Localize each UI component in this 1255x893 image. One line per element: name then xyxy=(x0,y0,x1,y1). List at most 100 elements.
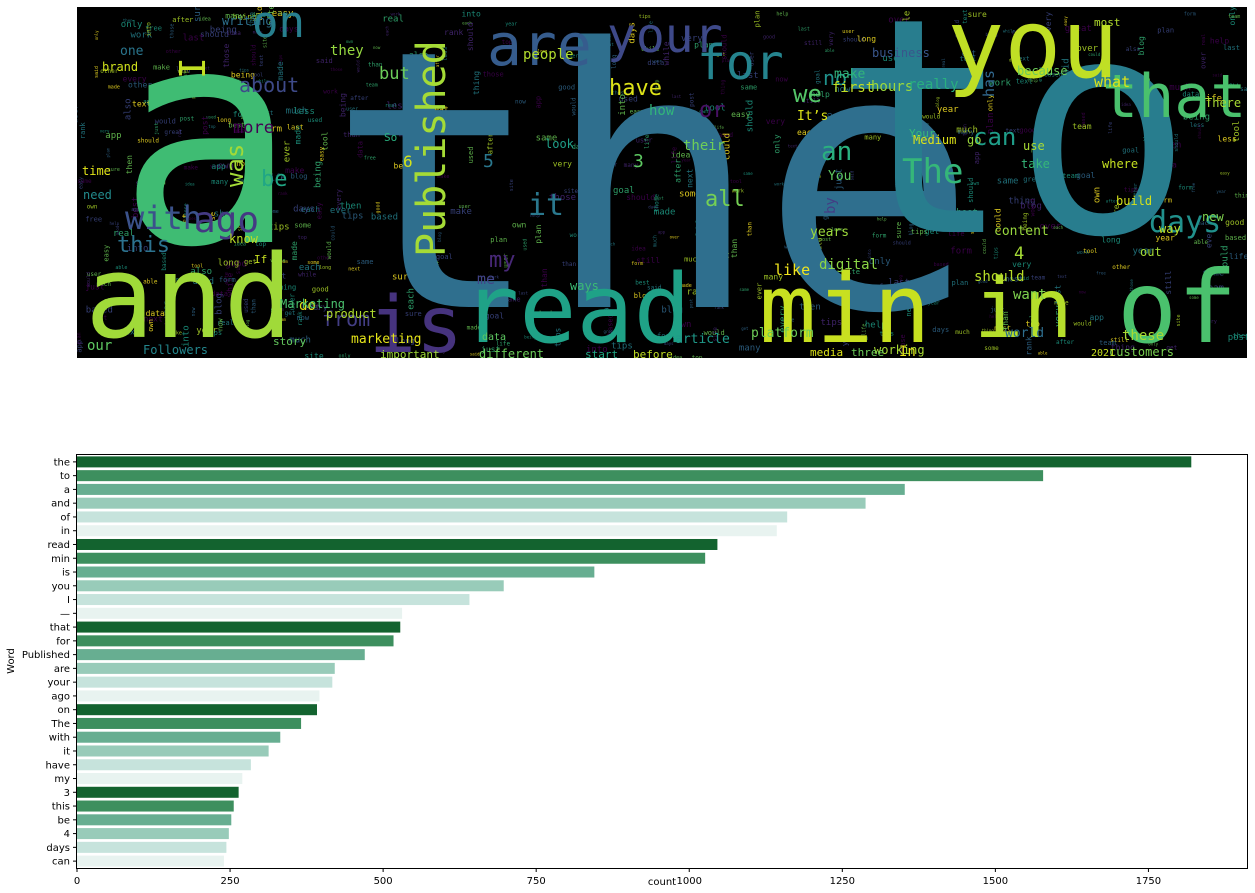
word-cloud-filler-word: than xyxy=(1001,311,1010,330)
word-cloud-filler-word: app xyxy=(211,162,226,171)
bar-27 xyxy=(77,828,229,840)
word-cloud-filler-word: used xyxy=(589,139,606,147)
word-cloud-filler-word: goal xyxy=(176,277,188,283)
word-cloud-filler-word: year xyxy=(210,164,220,169)
word-cloud-filler-word: thing xyxy=(1111,343,1135,352)
word-cloud-word: new xyxy=(1202,210,1224,224)
word-cloud-word: 5 xyxy=(483,151,494,172)
word-cloud-filler-word: tips xyxy=(342,211,364,221)
word-cloud-filler-word: after xyxy=(104,298,119,304)
word-cloud-word: read xyxy=(462,255,691,358)
word-cloud-filler-word: year xyxy=(842,269,851,288)
word-cloud-filler-word: year xyxy=(1156,234,1175,243)
word-cloud-filler-word: now xyxy=(515,99,526,106)
word-cloud-filler-word: own xyxy=(512,221,527,230)
word-cloud-word: marketing xyxy=(351,332,421,347)
word-cloud-filler-word: post xyxy=(689,92,696,107)
word-cloud-filler-word: used xyxy=(522,239,528,251)
word-cloud-word: platform xyxy=(751,326,814,341)
word-cloud-filler-word: goal xyxy=(485,312,504,321)
word-cloud-filler-word: should xyxy=(250,44,257,66)
word-cloud-filler-word: over xyxy=(670,235,680,240)
word-cloud-filler-word: many xyxy=(764,272,783,281)
word-cloud-filler-word: post xyxy=(654,196,664,201)
word-cloud-filler-word: each xyxy=(299,263,321,273)
word-cloud-word: more xyxy=(233,118,274,138)
word-cloud-filler-word: help xyxy=(776,11,788,17)
bar-6 xyxy=(77,538,718,550)
word-cloud-filler-word: much xyxy=(652,235,658,247)
word-cloud-word: these xyxy=(1122,328,1164,344)
word-cloud-word: it xyxy=(528,188,564,223)
word-cloud-filler-word: easy xyxy=(1108,70,1130,80)
word-cloud-filler-word: life xyxy=(714,125,724,130)
word-cloud-filler-word: plan xyxy=(1157,26,1174,34)
word-cloud-filler-word: work xyxy=(732,189,744,195)
word-cloud-filler-word: made xyxy=(290,241,299,260)
bar-22 xyxy=(77,759,251,771)
word-cloud-filler-word: top xyxy=(502,39,513,46)
word-cloud-filler-word: long xyxy=(218,259,240,269)
y-tick-label: are xyxy=(54,664,70,675)
word-cloud-filler-word: sure xyxy=(895,222,903,239)
word-cloud-filler-word: long xyxy=(204,79,223,88)
word-cloud-filler-word: being xyxy=(986,32,999,37)
word-cloud-filler-word: work xyxy=(323,89,338,96)
word-cloud-filler-word: blog xyxy=(214,293,224,315)
word-cloud-filler-word: own xyxy=(699,109,708,115)
word-cloud-filler-word: sure xyxy=(968,10,987,19)
word-cloud-filler-word: year xyxy=(505,22,517,28)
word-cloud-filler-word: help xyxy=(811,90,830,99)
word-cloud-filler-word: good xyxy=(312,286,329,294)
word-cloud-filler-word: blog xyxy=(259,152,265,164)
word-cloud-filler-word: just xyxy=(428,261,440,267)
word-cloud-filler-word: top xyxy=(208,124,216,129)
word-cloud-filler-word: data xyxy=(648,205,658,210)
word-cloud-word: our xyxy=(87,338,112,354)
word-cloud-filler-word: sure xyxy=(392,273,414,283)
word-cloud-filler-word: very xyxy=(681,34,703,44)
word-cloud-filler-word: get xyxy=(925,227,940,236)
word-cloud-filler-word: very xyxy=(1205,319,1217,325)
word-cloud-filler-word: days xyxy=(238,178,250,184)
word-cloud-filler-word: best xyxy=(131,196,141,218)
word-cloud-filler-word: app xyxy=(105,131,121,141)
word-cloud-filler-word: real xyxy=(844,204,856,210)
word-cloud-word: most xyxy=(1094,16,1121,29)
bar-19 xyxy=(77,717,302,729)
word-cloud-filler-word: work xyxy=(489,275,499,280)
word-cloud-word: content xyxy=(994,224,1049,239)
word-cloud-filler-word: user xyxy=(749,51,756,66)
word-cloud-filler-word: year xyxy=(196,326,218,336)
word-cloud-filler-word: also xyxy=(124,98,134,120)
word-cloud-filler-word: said xyxy=(850,170,855,180)
word-cloud-filler-word: each xyxy=(462,21,472,26)
word-cloud-word: In xyxy=(899,344,916,358)
word-cloud-filler-word: just xyxy=(409,212,417,229)
word-cloud-filler-word: team xyxy=(366,82,378,88)
word-cloud-filler-word: help xyxy=(989,314,999,319)
word-cloud-filler-word: user xyxy=(459,204,471,210)
word-cloud-filler-word: goal xyxy=(436,253,453,261)
word-cloud-filler-word: also xyxy=(1126,46,1141,53)
word-cloud-filler-word: while xyxy=(399,133,414,139)
word-cloud-filler-word: after xyxy=(267,7,277,26)
word-cloud-filler-word: some xyxy=(1061,92,1068,107)
word-cloud-filler-word: now xyxy=(177,129,182,137)
word-cloud-filler-word: user xyxy=(77,104,80,123)
word-cloud-filler-word: app xyxy=(131,207,140,213)
word-cloud-filler-word: form xyxy=(1184,12,1196,18)
word-cloud-filler-word: next xyxy=(120,327,139,336)
word-cloud-filler-word: good xyxy=(1225,218,1244,227)
word-cloud-filler-word: blog xyxy=(661,305,683,315)
word-cloud-filler-word: great xyxy=(1023,176,1044,184)
word-cloud-filler-word: based xyxy=(715,132,733,139)
word-cloud-filler-word: just xyxy=(85,282,104,291)
word-cloud-filler-word: user xyxy=(652,59,662,64)
word-cloud-filler-word: tips xyxy=(278,54,283,64)
word-cloud-filler-word: would xyxy=(570,97,577,115)
word-cloud-filler-word: each xyxy=(1053,225,1063,230)
word-cloud-filler-word: very xyxy=(1054,305,1064,327)
word-cloud-filler-word: would xyxy=(155,118,176,126)
y-tick-label: min xyxy=(51,554,70,565)
